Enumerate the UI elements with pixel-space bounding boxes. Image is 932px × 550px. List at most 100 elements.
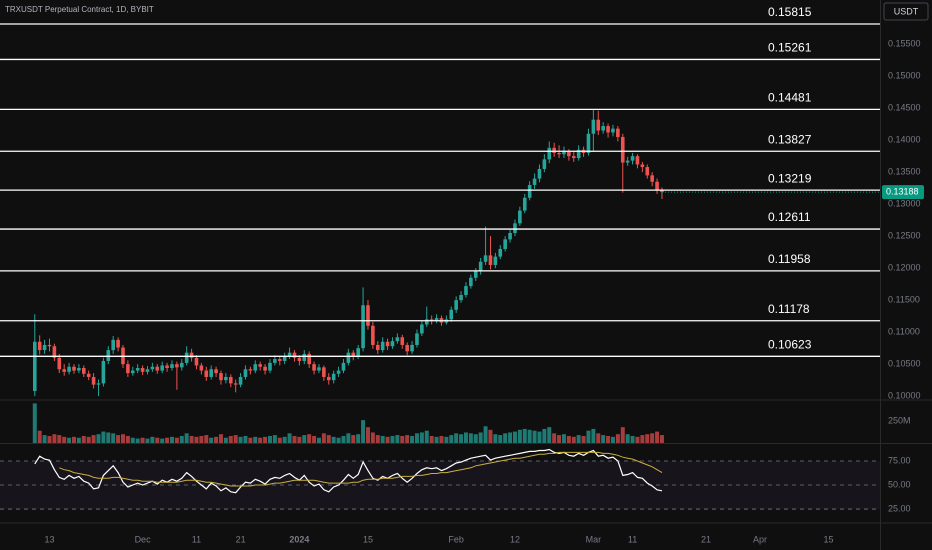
x-tick-label: 11	[628, 534, 637, 544]
volume-bar	[640, 435, 645, 443]
volume-bar	[361, 420, 366, 443]
y-tick-label: 0.11000	[888, 327, 920, 337]
candle-body	[268, 362, 272, 371]
volume-bar	[116, 435, 121, 443]
volume-bar	[179, 435, 184, 443]
candle-body	[336, 370, 341, 374]
volume-bar	[615, 434, 620, 443]
volume-bar	[449, 435, 454, 443]
last-price-label: 0.13188	[886, 187, 919, 197]
level-label: 0.13219	[768, 171, 812, 185]
candle-body	[140, 368, 145, 372]
volume-bar	[81, 435, 86, 443]
candle-body	[253, 364, 258, 371]
candle-body	[400, 337, 405, 345]
y-tick-label: 0.15000	[888, 71, 921, 81]
volume-bar	[468, 433, 473, 443]
volume-bar	[331, 436, 336, 443]
candle-body	[292, 352, 297, 358]
candle-body	[351, 352, 356, 357]
candle-body	[62, 369, 66, 372]
volume-bar	[390, 435, 395, 443]
volume-bar	[111, 433, 116, 443]
x-tick-label: 2024	[289, 534, 309, 544]
candle-body	[81, 368, 86, 374]
volume-bar	[169, 436, 174, 443]
candle-body	[219, 373, 223, 381]
candle-body	[469, 277, 473, 287]
volume-bar	[581, 435, 586, 443]
volume-bar	[316, 437, 321, 443]
candle-body	[498, 248, 503, 257]
y-tick-label: 50.00	[888, 479, 911, 489]
volume-bar	[483, 426, 488, 443]
candle-body	[248, 369, 253, 371]
candle-body	[155, 366, 160, 371]
volume-bar	[419, 432, 424, 443]
candle-body	[317, 367, 321, 371]
candle-body	[150, 366, 155, 370]
candle-body	[273, 359, 277, 363]
volume-bar	[375, 435, 380, 443]
volume-bar	[400, 435, 405, 443]
volume-bar	[312, 435, 317, 443]
candle-body	[42, 344, 47, 351]
candle-body	[52, 346, 57, 358]
x-tick-label: 15	[363, 534, 373, 544]
candle-body	[184, 352, 189, 363]
volume-bar	[248, 437, 253, 443]
currency-box[interactable]	[883, 2, 929, 21]
volume-bar	[606, 435, 611, 443]
volume-bar	[498, 435, 503, 443]
candle-body	[503, 239, 507, 249]
y-tick-label: 0.12000	[888, 263, 921, 273]
candle-body	[493, 256, 498, 265]
level-label: 0.10623	[768, 337, 812, 351]
volume-bar	[135, 438, 140, 443]
candle-body	[547, 147, 552, 160]
candle-body	[194, 357, 199, 366]
volume-bar	[125, 435, 130, 443]
y-tick-label: 75.00	[888, 455, 911, 465]
volume-bar	[218, 434, 223, 443]
candle-body	[508, 232, 512, 240]
volume-bar	[223, 437, 228, 443]
candle-body	[37, 341, 42, 351]
candle-body	[630, 156, 635, 161]
candle-body	[522, 197, 527, 211]
candle-body	[297, 357, 302, 361]
candle-body	[282, 356, 287, 361]
volume-bar	[282, 436, 287, 443]
candle-body	[483, 255, 488, 262]
last-price-tag	[882, 185, 924, 200]
candle-body	[160, 365, 164, 371]
volume-bar	[439, 435, 444, 443]
rsi-ma-line	[59, 451, 663, 487]
volume-bar	[214, 436, 219, 443]
volume-bar	[547, 427, 552, 443]
candle-body	[375, 344, 380, 351]
x-tick-label: Mar	[586, 534, 602, 544]
volume-bar	[351, 435, 356, 443]
candle-body	[557, 152, 561, 155]
candle-body	[576, 149, 581, 159]
currency-label[interactable]: USDT	[894, 6, 919, 16]
volume-bar	[566, 435, 571, 443]
candle-body	[591, 119, 596, 134]
x-tick-label: 12	[510, 534, 520, 544]
volume-bar	[385, 436, 390, 443]
y-tick-label: 25.00	[888, 503, 911, 513]
candle-body	[302, 353, 307, 361]
volume-bar	[410, 435, 415, 443]
candle-body	[596, 119, 601, 131]
volume-bar	[37, 430, 42, 443]
candle-body	[405, 344, 409, 352]
candle-body	[488, 255, 493, 265]
candle-body	[77, 368, 81, 371]
level-label: 0.11958	[768, 252, 811, 266]
candle-body	[478, 261, 483, 272]
volume-bar	[155, 437, 160, 443]
candle-body	[346, 352, 351, 363]
